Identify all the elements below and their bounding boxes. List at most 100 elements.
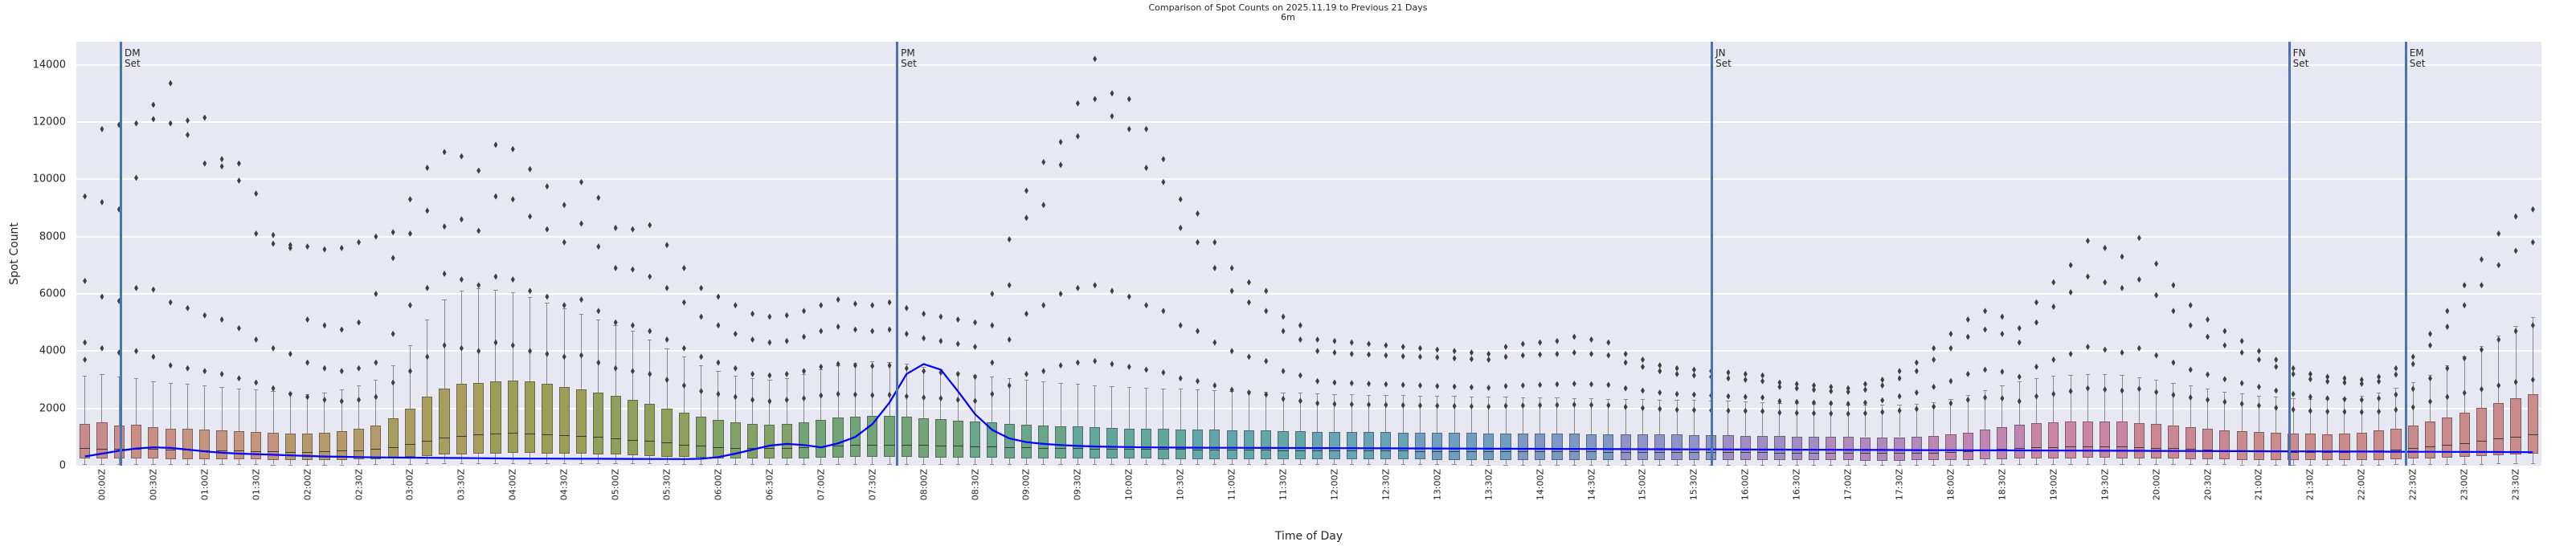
outlier-marker [134, 174, 139, 181]
outlier-marker [2496, 230, 2501, 238]
outlier-marker [922, 368, 926, 375]
outlier-marker [117, 121, 121, 128]
cap-upper [1007, 378, 1012, 380]
outlier-marker [1794, 381, 1799, 388]
outlier-marker [1880, 382, 1885, 389]
outlier-marker [1829, 383, 1834, 390]
outlier-marker [1846, 410, 1850, 417]
cap-upper [1126, 386, 1131, 388]
cap-lower [562, 462, 566, 464]
cap-upper [1572, 397, 1576, 399]
outlier-marker [1948, 400, 1953, 407]
event-label-line2: Set [1715, 58, 1732, 69]
boxplot [2459, 42, 2470, 466]
outlier-marker [2410, 404, 2415, 411]
boxplot [1123, 42, 1135, 466]
box-iqr [1329, 431, 1340, 460]
outlier-marker [1212, 382, 1217, 389]
cap-lower [2205, 464, 2210, 466]
median-line [336, 450, 347, 452]
boxplot [1261, 42, 1272, 466]
box-iqr [969, 422, 981, 458]
outlier-marker [1846, 385, 1850, 392]
cap-lower [1212, 464, 1217, 466]
outlier-marker [1623, 403, 1628, 410]
cap-lower [407, 463, 413, 465]
outlier-marker [853, 391, 857, 398]
whisker-upper [1813, 403, 1814, 437]
cap-lower [716, 463, 721, 465]
whisker-upper [1659, 399, 1661, 435]
median-line [251, 450, 262, 452]
cap-upper [1093, 385, 1098, 387]
outlier-marker [1623, 359, 1628, 366]
whisker-lower [341, 459, 342, 465]
outlier-marker [2359, 380, 2364, 387]
cap-lower [1452, 464, 1457, 466]
outlier-marker [579, 352, 583, 359]
box-iqr [1466, 433, 1477, 460]
outlier-marker [390, 229, 395, 236]
outlier-marker [1829, 400, 1834, 407]
whisker-lower [1351, 459, 1352, 465]
outlier-marker [305, 316, 310, 324]
boxplot [1740, 42, 1751, 466]
cap-lower [1829, 464, 1834, 466]
boxplot [2048, 42, 2059, 466]
whisker-lower [2087, 458, 2088, 465]
whisker-upper [1197, 389, 1198, 430]
whisker-upper [1847, 404, 1849, 438]
whisker-upper [358, 385, 360, 430]
whisker-lower [289, 459, 291, 465]
cap-upper [562, 308, 566, 309]
box-iqr [1568, 434, 1580, 460]
y-tick-label: 4000 [39, 344, 66, 357]
whisker-lower [1659, 459, 1661, 465]
outlier-marker [664, 336, 669, 344]
outlier-marker [1743, 393, 1748, 401]
box-iqr [1294, 431, 1306, 460]
box-iqr [1774, 436, 1785, 461]
outlier-marker [1024, 187, 1028, 194]
box-iqr [1654, 434, 1666, 460]
median-line [1945, 451, 1957, 453]
whisker-upper [136, 378, 137, 425]
whisker-lower [221, 459, 223, 465]
whisker-upper [84, 375, 86, 425]
outlier-marker [2291, 370, 2296, 377]
outlier-marker [2445, 323, 2450, 330]
x-tick-label-text: 01:00Z [199, 469, 211, 501]
cap-lower [1469, 464, 1474, 466]
outlier-marker [1914, 405, 1919, 413]
boxplot [1603, 42, 1614, 466]
whisker-upper [2309, 398, 2311, 434]
median-line [1346, 450, 1357, 452]
outlier-marker [904, 365, 909, 372]
median-line [678, 444, 689, 446]
outlier-marker [1469, 384, 1474, 391]
outlier-marker [1794, 385, 1799, 392]
outlier-marker [1691, 372, 1696, 379]
outlier-marker [664, 284, 669, 291]
outlier-marker [374, 233, 378, 240]
outlier-marker [545, 226, 550, 233]
outlier-marker [1212, 339, 1217, 346]
box-iqr [764, 425, 775, 459]
box-iqr [1585, 434, 1597, 460]
whisker-upper [2121, 375, 2123, 422]
outlier-marker [1384, 352, 1388, 359]
outlier-marker [2222, 328, 2227, 335]
outlier-marker [1726, 407, 1731, 414]
median-line [113, 449, 125, 450]
outlier-marker [973, 373, 978, 381]
outlier-marker [1589, 350, 1594, 357]
cap-lower [219, 464, 224, 466]
box-iqr [832, 417, 844, 458]
boxplot [1038, 42, 1049, 466]
outlier-marker [1075, 132, 1080, 140]
event-label-line1: JN [1715, 47, 1726, 59]
outlier-marker [1932, 403, 1936, 410]
cap-upper [2359, 396, 2364, 397]
cap-upper [1982, 389, 1988, 391]
outlier-marker [1623, 350, 1628, 357]
